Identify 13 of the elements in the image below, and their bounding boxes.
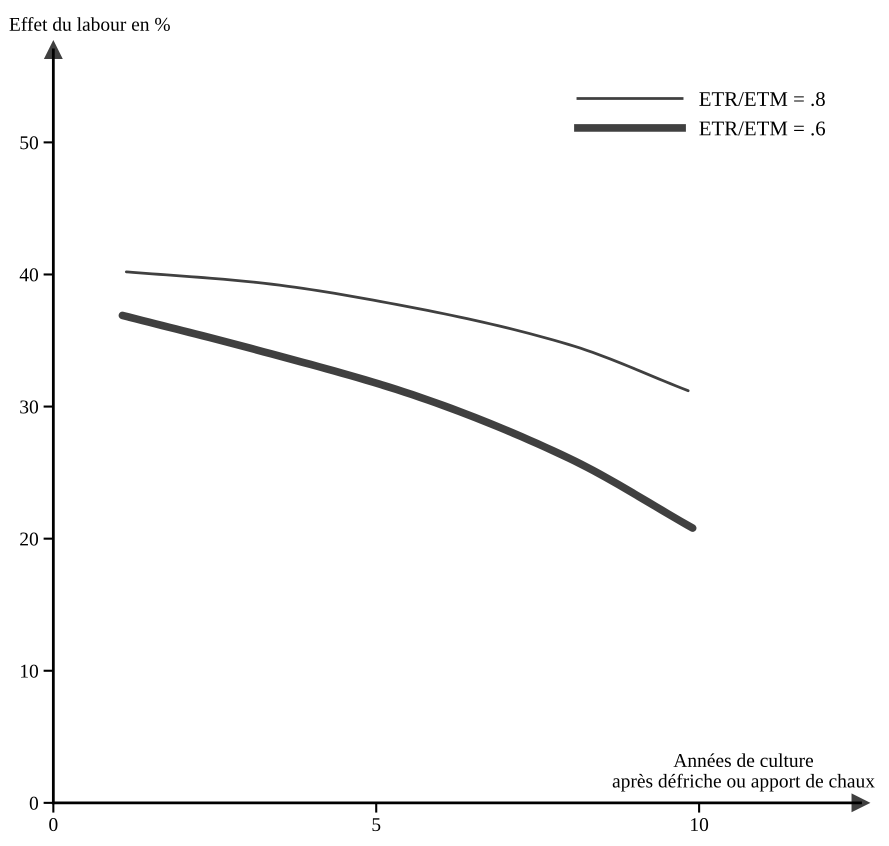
y-tick-label: 0	[30, 796, 38, 810]
x-axis-title: Années de culture après défriche ou apport de chaux	[612, 753, 875, 792]
legend-label: ETR/ETM = .8	[699, 92, 825, 106]
x-tick-label: 0	[49, 818, 58, 832]
y-tick-label: 30	[20, 400, 38, 414]
y-tick-label: 10	[21, 664, 38, 678]
y-tick-label: 20	[20, 532, 38, 546]
x-tick-label: 10	[691, 818, 708, 832]
y-axis-title: Effet du labour en %	[10, 17, 170, 31]
y-tick-label: 40	[20, 268, 38, 282]
x-tick-label: 5	[372, 818, 380, 832]
y-tick-label: 50	[20, 136, 38, 150]
legend-label: ETR/ETM = .6	[699, 121, 826, 136]
